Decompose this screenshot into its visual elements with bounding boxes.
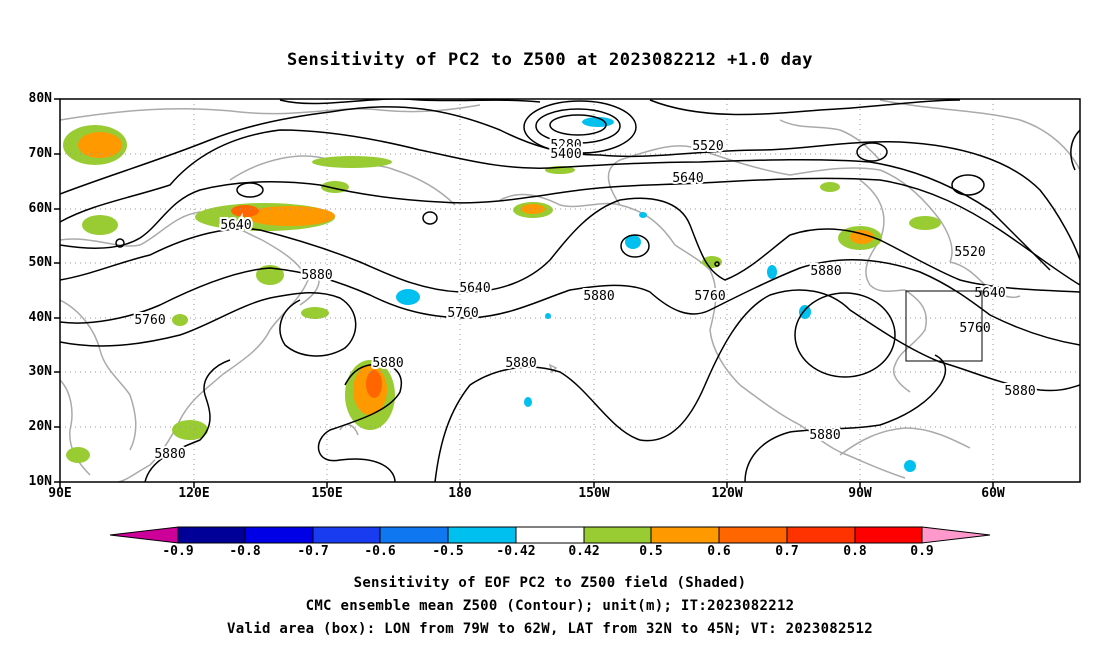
colorbar-segment [583,526,652,544]
colorbar-segment [718,526,788,544]
contour-label: 5520 [692,139,723,154]
lat-label: 70N [28,146,52,161]
lon-label: 90W [848,486,872,501]
colorbar-high-arrow [921,526,991,544]
contour-label: 5880 [372,356,403,371]
contour-label: 5760 [447,306,478,321]
sensitivity-shading [63,117,941,472]
contour-labels: 5280 5400 5520 5640 5640 5640 5520 5640 … [132,136,1037,464]
colorbar-label: -0.8 [229,544,261,559]
lat-label: 80N [28,91,52,106]
colorbar-segment [244,526,314,544]
contour-label: 5880 [505,356,536,371]
colorbar-label: 0.5 [639,544,663,559]
colorbar-label: -0.42 [496,544,536,559]
z500-contours [60,99,1080,482]
colorbar-label: 0.42 [568,544,600,559]
coastlines [60,99,1080,482]
colorbar-label: -0.6 [364,544,396,559]
colorbar-segment [786,526,856,544]
colorbar-label: 0.6 [707,544,731,559]
colorbar-segment [379,526,449,544]
caption-contour: CMC ensemble mean Z500 (Contour); unit(m… [305,598,795,614]
colorbar-segment [515,526,585,544]
colorbar-segment [177,526,246,544]
colorbar-label: -0.5 [432,544,464,559]
contour-label: 5760 [134,313,165,328]
contour-label: 5880 [810,264,841,279]
contour-label: 5880 [1004,384,1035,399]
colorbar-label: -0.9 [162,544,194,559]
lat-label: 30N [28,364,52,379]
colorbar-segment [312,526,381,544]
map-frame [59,98,1081,483]
lon-label: 60W [981,486,1005,501]
contour-label: 5880 [301,268,332,283]
contour-label: 5640 [672,171,703,186]
lat-label: 60N [28,201,52,216]
contour-label: 5880 [809,428,840,443]
caption-shading: Sensitivity of EOF PC2 to Z500 field (Sh… [353,575,747,591]
lon-label: 120W [711,486,743,501]
contour-label: 5880 [154,447,185,462]
lat-label: 50N [28,255,52,270]
lat-label: 10N [28,474,52,489]
contour-label: 5400 [550,147,581,162]
contour-label: 5760 [694,289,725,304]
contour-label: 5640 [220,218,251,233]
contour-label: 5520 [954,245,985,260]
valid-area-box [905,290,983,362]
colorbar-label: 0.9 [910,544,934,559]
lon-label: 90E [48,486,72,501]
lon-label: 180 [448,486,472,501]
colorbar-label: 0.7 [775,544,799,559]
contour-label: 5880 [583,289,614,304]
colorbar-label: -0.7 [297,544,329,559]
lon-label: 150W [578,486,610,501]
colorbar-segment [650,526,720,544]
colorbar-low-arrow [109,526,179,544]
contour-label: 5640 [974,286,1005,301]
lat-label: 40N [28,310,52,325]
map-title: Sensitivity of PC2 to Z500 at 2023082212… [286,50,813,70]
contour-label: 5280 [550,138,581,153]
caption-valid-area: Valid area (box): LON from 79W to 62W, L… [227,621,873,637]
lon-label: 120E [178,486,210,501]
colorbar-segment [447,526,517,544]
graticule [60,99,1080,482]
contour-label: 5640 [459,281,490,296]
colorbar-segment [854,526,923,544]
contour-label: 5760 [959,321,990,336]
lat-label: 20N [28,419,52,434]
colorbar [109,526,991,544]
map-ticks [54,98,994,488]
colorbar-label: 0.8 [843,544,867,559]
lon-label: 150E [311,486,343,501]
